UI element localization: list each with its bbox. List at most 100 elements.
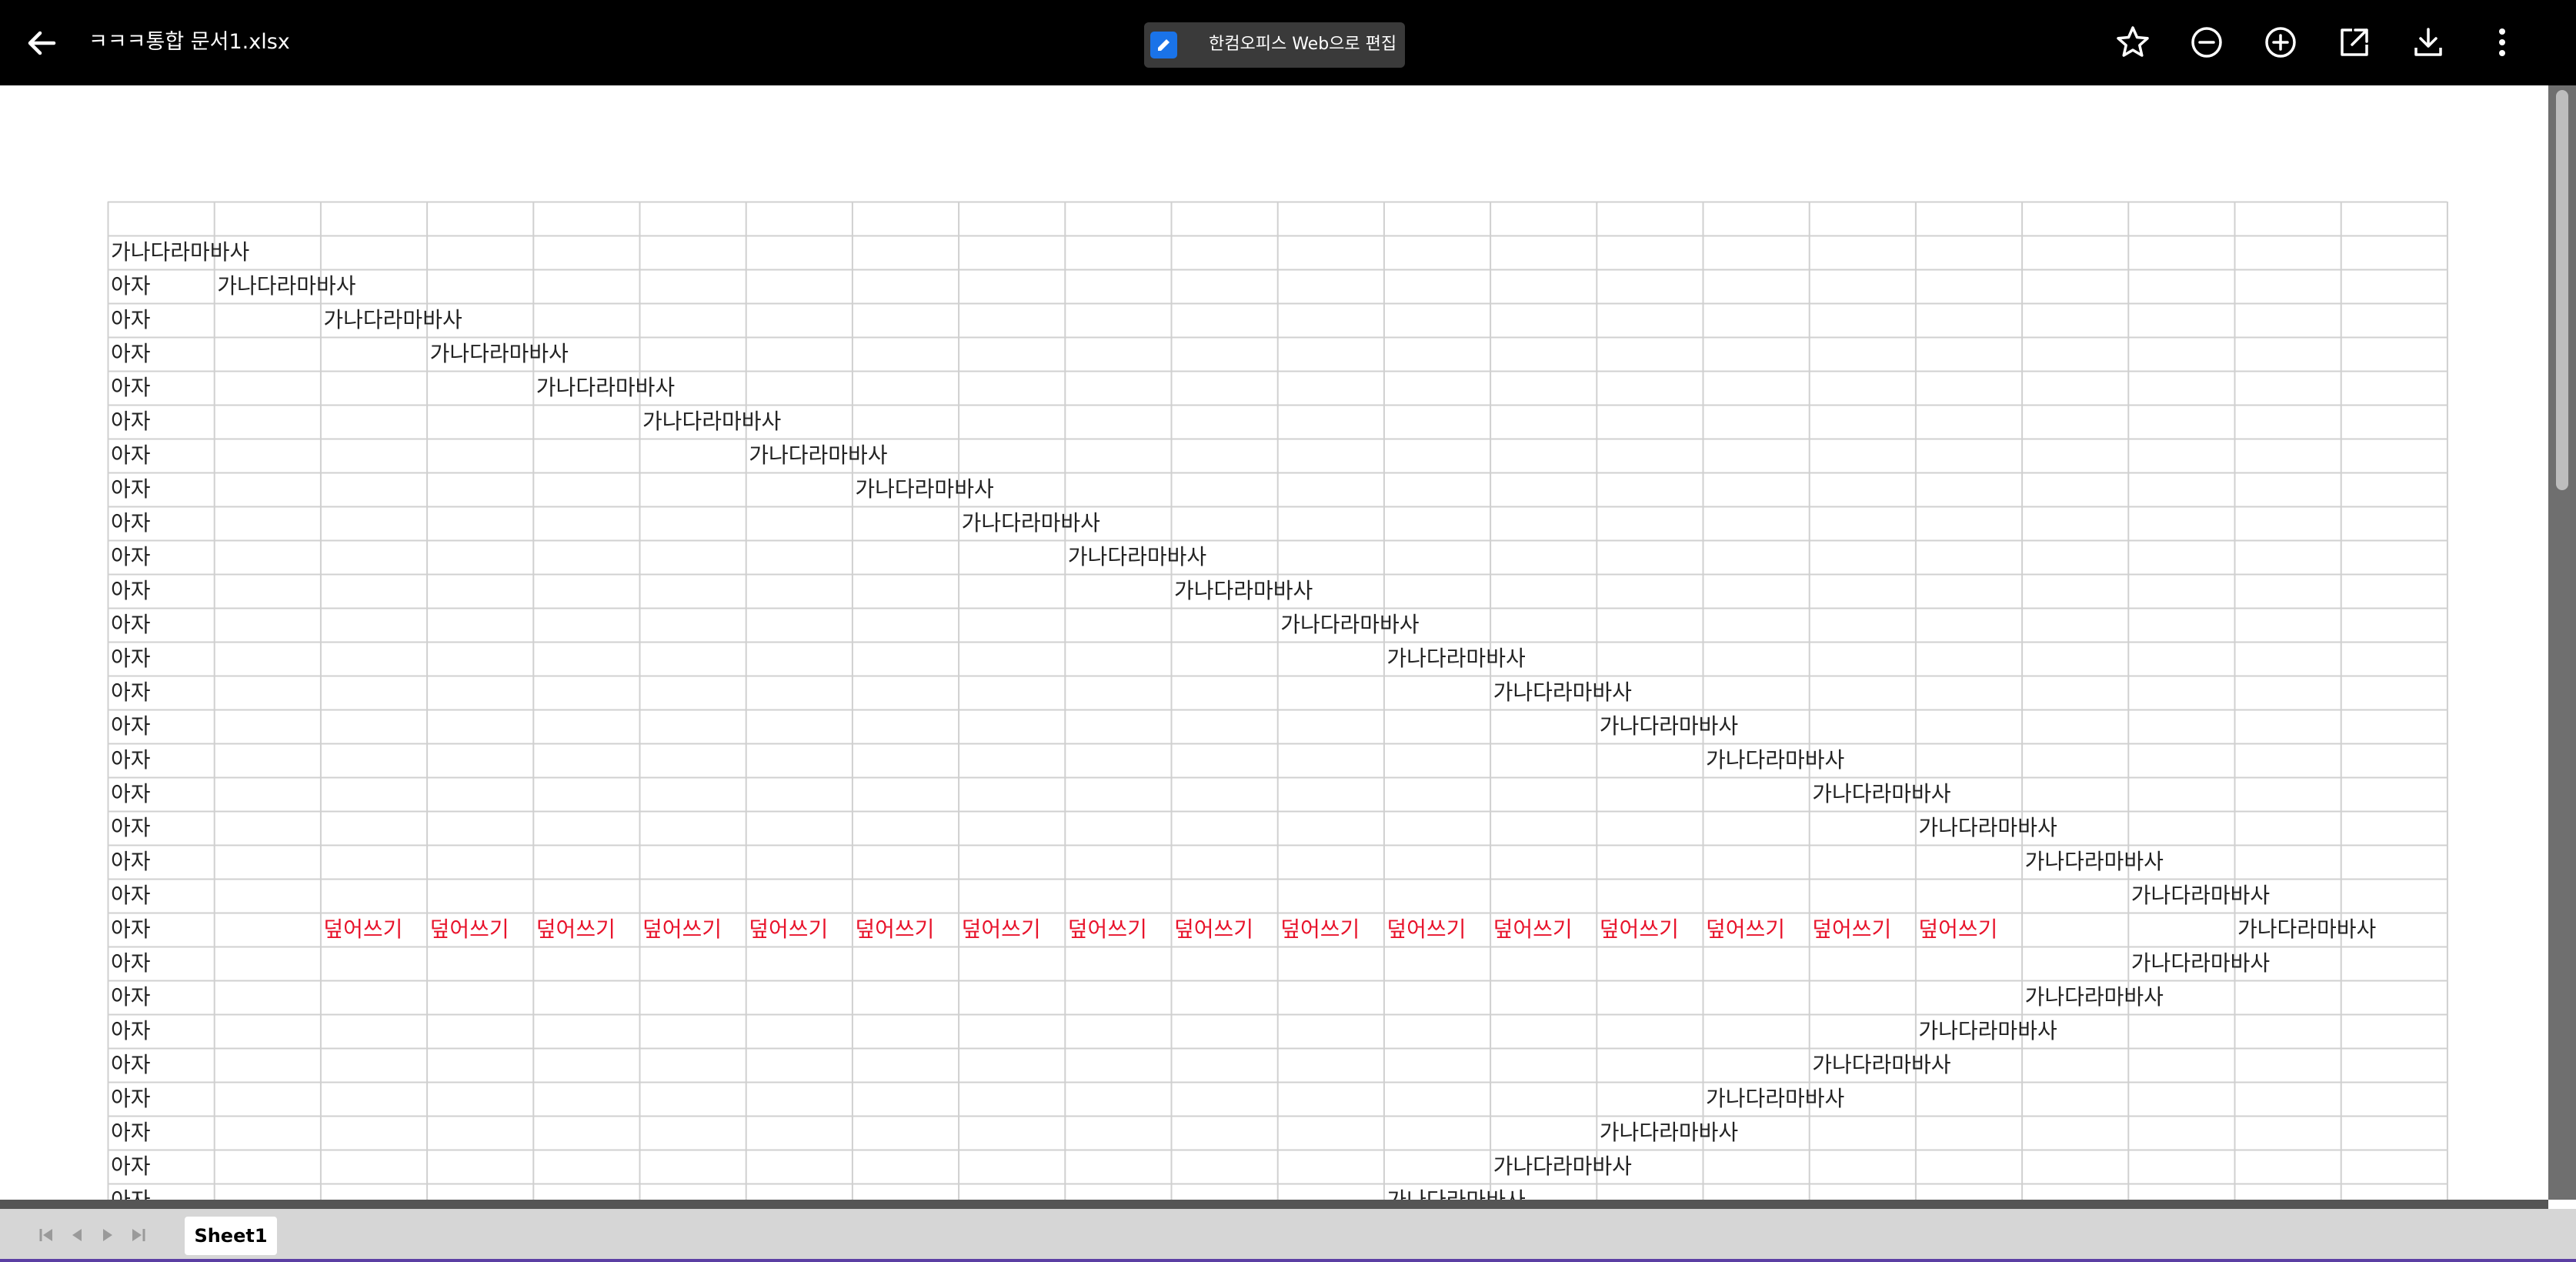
cell-text[interactable]: 가나다라마바사 — [1493, 679, 1632, 705]
cell-overwrite-text[interactable]: 덮어쓰기 — [1068, 916, 1147, 942]
cell-text[interactable]: 아자 — [111, 916, 151, 942]
cell-overwrite-text[interactable]: 덮어쓰기 — [1918, 916, 1997, 942]
prev-sheet-button[interactable] — [66, 1224, 88, 1246]
edit-button-label: 한컴오피스 Web으로 편집 — [1209, 35, 1397, 54]
cell-text[interactable]: 가나다라마바사 — [642, 409, 781, 434]
cell-overwrite-text[interactable]: 덮어쓰기 — [749, 916, 828, 942]
cell-text[interactable]: 아자 — [111, 883, 151, 908]
cell-text[interactable]: 아자 — [111, 307, 151, 332]
cell-text[interactable]: 가나다라마바사 — [1600, 1120, 1738, 1145]
cell-text[interactable]: 아자 — [111, 747, 151, 773]
cell-overwrite-text[interactable]: 덮어쓰기 — [642, 916, 722, 942]
cell-text[interactable]: 가나다라마바사 — [1493, 1153, 1632, 1179]
cell-text[interactable]: 아자 — [111, 375, 151, 400]
favorite-button[interactable] — [2114, 23, 2152, 62]
download-icon — [2414, 28, 2442, 56]
cell-text[interactable]: 아자 — [111, 679, 151, 705]
cell-text[interactable]: 아자 — [111, 1018, 151, 1043]
cell-text[interactable]: 아자 — [111, 409, 151, 434]
cell-text[interactable]: 가나다라마바사 — [2025, 984, 2164, 1010]
cell-text[interactable]: 아자 — [111, 984, 151, 1010]
cell-overwrite-text[interactable]: 덮어쓰기 — [1174, 916, 1253, 942]
cell-overwrite-text[interactable]: 덮어쓰기 — [1600, 916, 1679, 942]
cell-text[interactable]: 아자 — [111, 1052, 151, 1077]
cell-text[interactable]: 가나다라마바사 — [1706, 747, 1844, 773]
more-options-button[interactable] — [2483, 23, 2521, 62]
next-sheet-button[interactable] — [97, 1224, 118, 1246]
cell-text[interactable]: 아자 — [111, 476, 151, 502]
vertical-scrollbar-thumb[interactable] — [2556, 90, 2568, 490]
cell-overwrite-text[interactable]: 덮어쓰기 — [1280, 916, 1360, 942]
cell-text[interactable]: 가나다라마바사 — [1918, 815, 2057, 840]
first-sheet-button[interactable] — [35, 1224, 57, 1246]
next-sheet-icon — [103, 1229, 112, 1241]
cell-text[interactable]: 아자 — [111, 646, 151, 671]
edit-in-hancom-button[interactable]: 한컴오피스 Web으로 편집 — [1144, 22, 1405, 68]
cell-overwrite-text[interactable]: 덮어쓰기 — [1812, 916, 1891, 942]
cell-text[interactable]: 아자 — [111, 273, 151, 299]
last-sheet-button[interactable] — [128, 1224, 149, 1246]
cell-text[interactable]: 가나다라마바사 — [1280, 612, 1419, 637]
cell-text[interactable]: 가나다라마바사 — [536, 375, 675, 400]
cell-text[interactable]: 가나다라마바사 — [962, 510, 1100, 536]
cell-text[interactable]: 아자 — [111, 815, 151, 840]
cell-overwrite-text[interactable]: 덮어쓰기 — [1493, 916, 1573, 942]
cell-overwrite-text[interactable]: 덮어쓰기 — [430, 916, 509, 942]
cell-text[interactable]: 아자 — [111, 713, 151, 739]
cell-text[interactable]: 가나다라마바사 — [1812, 1052, 1950, 1077]
open-external-icon — [2341, 28, 2368, 56]
cell-text[interactable]: 아자 — [111, 849, 151, 874]
cell-text[interactable]: 가나다라마바사 — [2131, 883, 2270, 908]
cell-text[interactable]: 가나다라마바사 — [1386, 646, 1525, 671]
sheet-viewport[interactable]: 가나다라마바사 아자 가나다라마바사 아자 가나다라마바사 아자 가나다라마바사 아자 가나다라… — [0, 85, 2548, 1200]
cell-text[interactable]: 가나다라마바사 — [2025, 849, 2164, 874]
cell-text[interactable]: 아자 — [111, 1187, 151, 1200]
cell-text[interactable]: 가나다라마바사 — [2237, 916, 2376, 942]
cell-text[interactable]: 가나다라마바사 — [430, 341, 569, 366]
cell-text[interactable]: 가나다라마바사 — [1174, 578, 1313, 603]
cell-overwrite-text[interactable]: 덮어쓰기 — [1706, 916, 1785, 942]
cell-text[interactable]: 아자 — [111, 510, 151, 536]
document-title: ㅋㅋㅋ통합 문서1.xlsx — [88, 30, 290, 54]
cell-text[interactable]: 아자 — [111, 341, 151, 366]
cell-text[interactable]: 아자 — [111, 781, 151, 806]
top-bar: ㅋㅋㅋ통합 문서1.xlsx 한컴오피스 Web으로 편집 — [0, 0, 2576, 85]
cell-overwrite-text[interactable]: 덮어쓰기 — [323, 916, 402, 942]
cell-text[interactable]: 가나다라마바사 — [111, 239, 249, 265]
cell-text[interactable]: 가나다라마바사 — [1068, 544, 1206, 569]
cell-text[interactable]: 아자 — [111, 578, 151, 603]
cell-text[interactable]: 가나다라마바사 — [749, 442, 887, 468]
cell-text[interactable]: 아자 — [111, 544, 151, 569]
sheet-tab-sheet1[interactable]: Sheet1 — [185, 1217, 277, 1255]
zoom-in-icon — [2265, 27, 2296, 58]
open-external-button[interactable] — [2335, 23, 2374, 62]
cell-text[interactable]: 가나다라마바사 — [2131, 950, 2270, 976]
cell-overwrite-text[interactable]: 덮어쓰기 — [536, 916, 616, 942]
cell-text[interactable]: 가나다라마바사 — [1386, 1187, 1525, 1200]
horizontal-scrollbar[interactable] — [0, 1200, 2548, 1209]
cell-overwrite-text[interactable]: 덮어쓰기 — [1386, 916, 1466, 942]
cell-text[interactable]: 아자 — [111, 950, 151, 976]
cell-overwrite-text[interactable]: 덮어쓰기 — [962, 916, 1041, 942]
cell-text[interactable]: 가나다라마바사 — [1706, 1086, 1844, 1111]
cell-text[interactable]: 가나다라마바사 — [323, 307, 462, 332]
cell-text[interactable]: 아자 — [111, 1120, 151, 1145]
vertical-scrollbar[interactable] — [2548, 85, 2576, 1200]
cell-text[interactable]: 아자 — [111, 1153, 151, 1179]
back-button[interactable] — [23, 25, 60, 62]
cell-overwrite-text[interactable]: 덮어쓰기 — [855, 916, 934, 942]
download-button[interactable] — [2409, 23, 2448, 62]
cell-text[interactable]: 가나다라마바사 — [1918, 1018, 2057, 1043]
cell-text[interactable]: 가나다라마바사 — [855, 476, 993, 502]
cell-text[interactable]: 아자 — [111, 612, 151, 637]
cell-text[interactable]: 가나다라마바사 — [217, 273, 355, 299]
zoom-out-button[interactable] — [2187, 23, 2226, 62]
cell-text[interactable]: 아자 — [111, 1086, 151, 1111]
zoom-in-button[interactable] — [2261, 23, 2300, 62]
cell-text[interactable]: 가나다라마바사 — [1600, 713, 1738, 739]
sheet-tab-label: Sheet1 — [194, 1225, 268, 1247]
cell-text[interactable]: 가나다라마바사 — [1812, 781, 1950, 806]
back-arrow-icon — [28, 31, 56, 55]
cell-text[interactable]: 아자 — [111, 442, 151, 468]
